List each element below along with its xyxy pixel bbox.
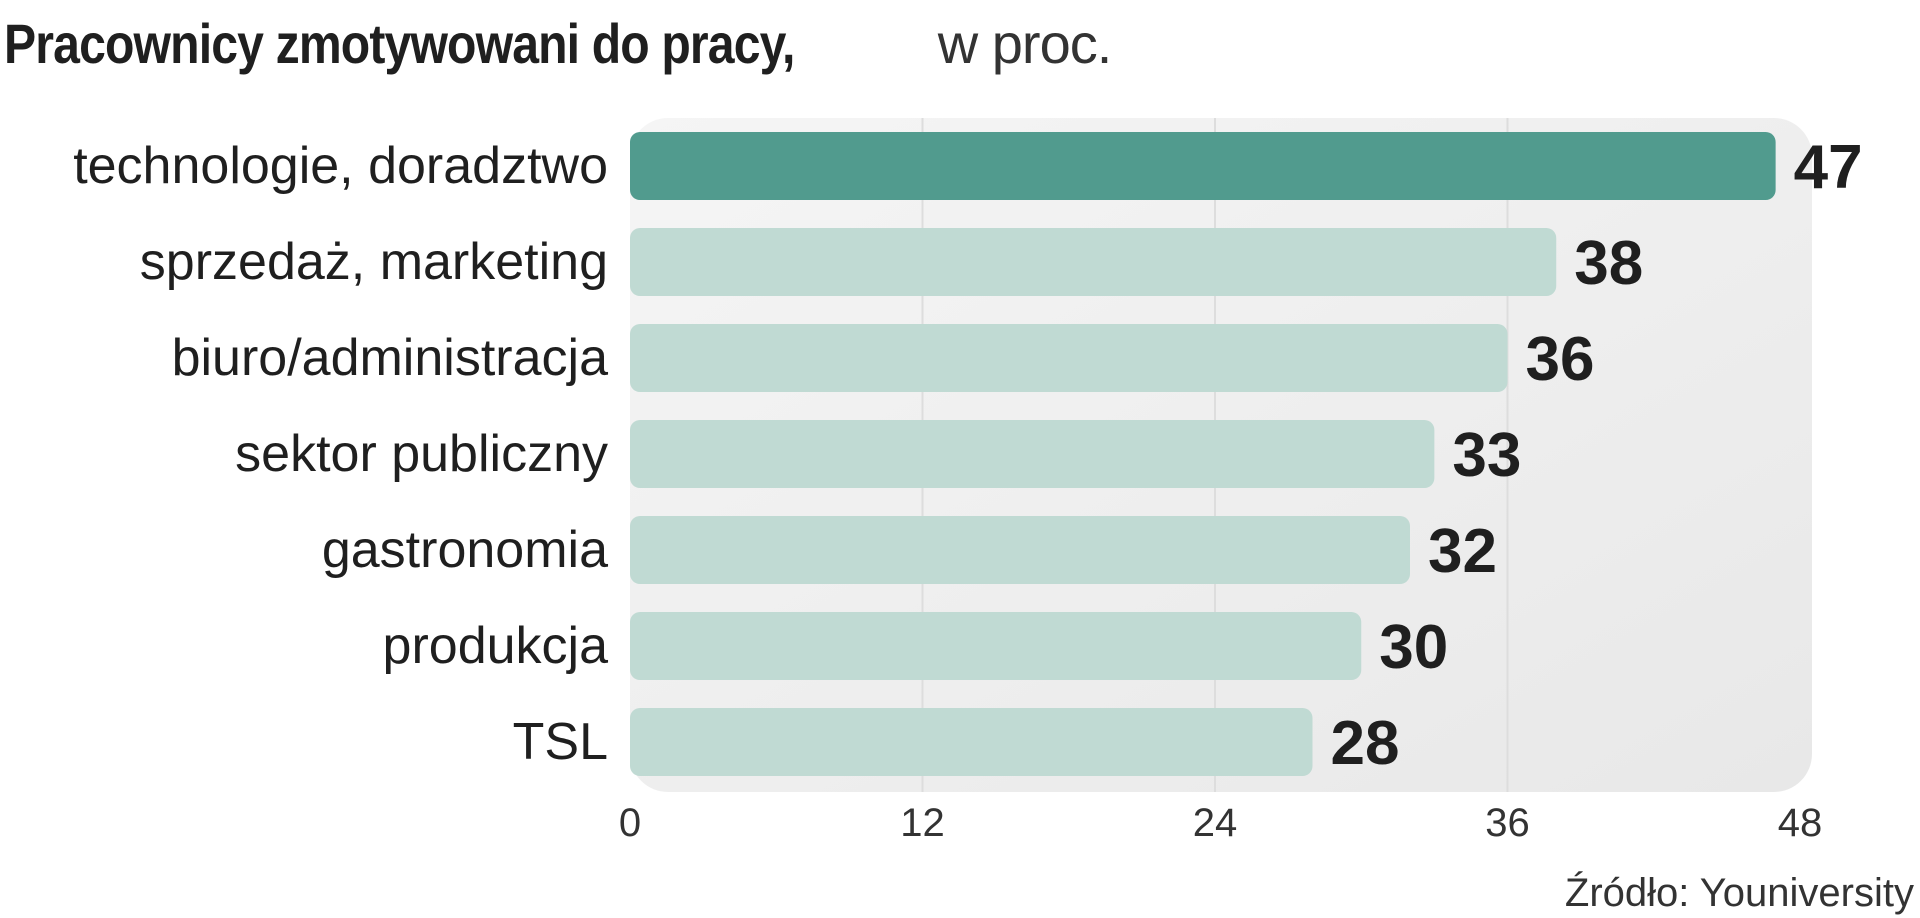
value-label: 47	[1794, 133, 1863, 202]
chart-title: Pracownicy zmotywowani do pracy,	[4, 12, 795, 75]
value-label: 36	[1526, 325, 1595, 394]
category-label: sprzedaż, marketing	[140, 233, 608, 291]
value-label: 33	[1452, 421, 1521, 490]
chart-title-row: Pracownicy zmotywowani do pracy, w proc.	[4, 6, 1112, 82]
x-tick-label: 12	[900, 801, 945, 845]
x-tick-label: 48	[1778, 801, 1823, 845]
category-label: gastronomia	[322, 521, 608, 579]
category-label: produkcja	[383, 617, 609, 675]
bar	[630, 708, 1313, 776]
chart-subtitle: w proc.	[937, 12, 1112, 75]
category-label: TSL	[513, 713, 608, 771]
source-note: Źródło: Youniversity	[1564, 871, 1914, 915]
x-tick-label: 36	[1485, 801, 1530, 845]
value-label: 28	[1331, 709, 1400, 778]
category-label: technologie, doradztwo	[73, 137, 608, 195]
value-label: 32	[1428, 517, 1497, 586]
category-label: biuro/administracja	[172, 329, 608, 387]
bar	[630, 612, 1362, 680]
value-label: 30	[1379, 613, 1448, 682]
value-label: 38	[1574, 229, 1643, 298]
bar	[630, 324, 1508, 392]
x-tick-label: 0	[619, 801, 641, 845]
bar	[630, 228, 1557, 296]
bar	[630, 420, 1435, 488]
bar	[630, 132, 1776, 200]
category-label: sektor publiczny	[235, 425, 608, 483]
x-tick-label: 24	[1193, 801, 1238, 845]
bar	[630, 516, 1410, 584]
